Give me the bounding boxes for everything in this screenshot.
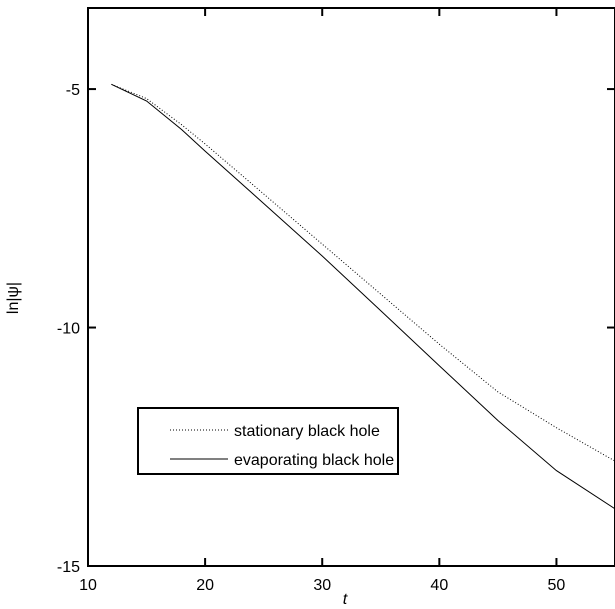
legend: stationary black hole evaporating black … — [137, 407, 399, 475]
x-tick-label: 30 — [313, 577, 331, 594]
x-tick-label: 40 — [430, 577, 448, 594]
y-tick-label: -15 — [57, 559, 80, 576]
x-axis-label: t — [343, 591, 348, 608]
x-tick-label: 10 — [79, 577, 97, 594]
legend-label-stationary: stationary black hole — [234, 423, 380, 440]
y-tick-label: -5 — [66, 82, 80, 99]
series-line-stationary — [111, 83, 615, 462]
series-line-evaporating — [111, 83, 615, 510]
plot-area-frame — [87, 7, 615, 567]
x-tick-label: 20 — [196, 577, 214, 594]
x-tick-label: 50 — [548, 577, 566, 594]
legend-box — [137, 407, 399, 475]
legend-label-evaporating: evaporating black hole — [234, 452, 394, 469]
y-axis-label: ln|ψ| — [5, 282, 22, 314]
y-tick-label: -10 — [57, 321, 80, 338]
